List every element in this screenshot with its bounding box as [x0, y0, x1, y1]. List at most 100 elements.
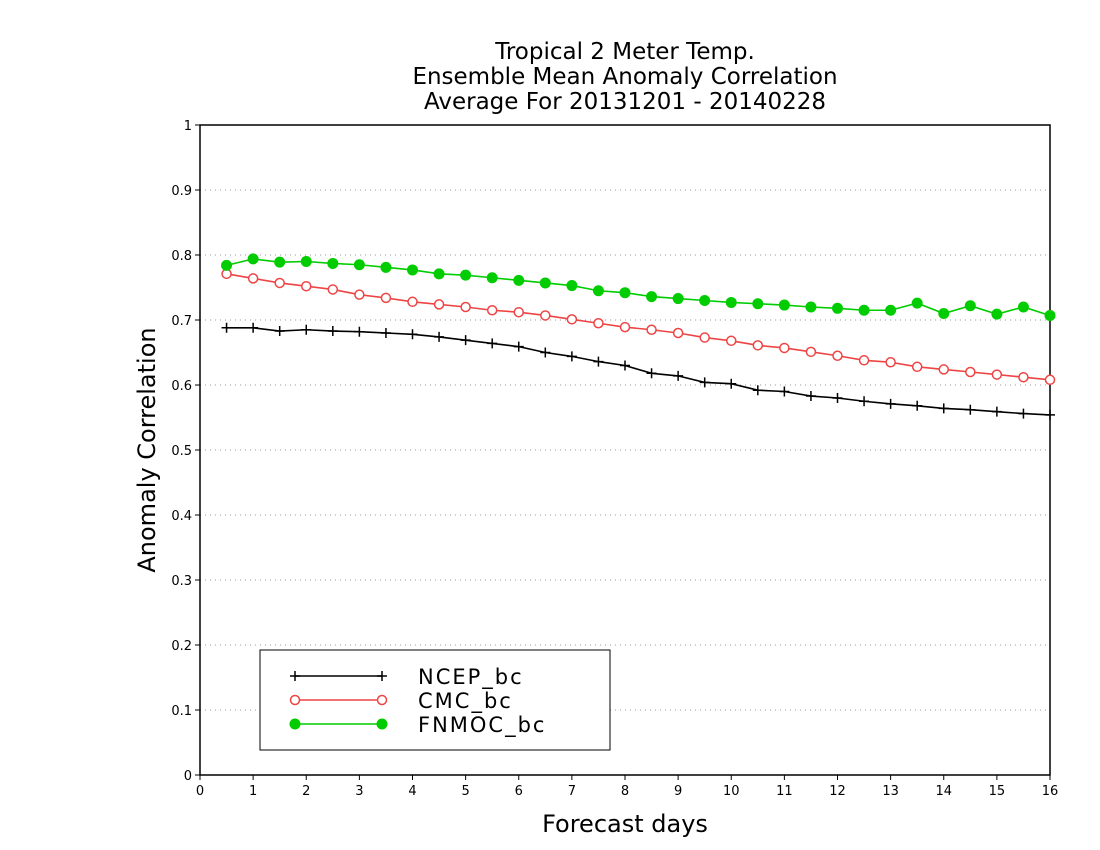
x-tick-label: 11: [776, 784, 793, 799]
legend-label-NCEP_bc: NCEP_bc: [418, 665, 524, 690]
data-point-CMC_bc: [699, 332, 710, 343]
series-line-CMC_bc: [226, 273, 1051, 381]
data-point-CMC_bc: [938, 364, 949, 375]
data-point-NCEP_bc: [965, 404, 976, 415]
data-point-NCEP_bc: [805, 391, 816, 402]
data-point-CMC_bc: [380, 292, 392, 304]
data-point-NCEP_bc: [699, 377, 710, 388]
data-point-CMC_bc: [486, 305, 498, 316]
data-point-NCEP_bc: [434, 331, 445, 342]
data-point-FNMOC_bc: [353, 259, 365, 271]
x-tick-label: 16: [1042, 784, 1059, 799]
data-point-CMC_bc: [672, 327, 684, 339]
data-point-NCEP_bc: [301, 324, 312, 335]
data-point-NCEP_bc: [912, 400, 923, 411]
data-point-CMC_bc: [858, 355, 870, 366]
data-point-CMC_bc: [991, 369, 1003, 380]
data-point-CMC_bc: [274, 277, 285, 289]
legend-marker-NCEP_bc: [290, 671, 300, 681]
data-point-NCEP_bc: [487, 338, 498, 349]
data-point-CMC_bc: [513, 306, 524, 318]
data-point-FNMOC_bc: [460, 269, 472, 281]
grid-lines: [200, 189, 1050, 711]
data-point-NCEP_bc: [380, 328, 391, 338]
x-tick-label: 15: [989, 784, 1006, 799]
data-point-FNMOC_bc: [513, 274, 525, 286]
data-point-FNMOC_bc: [646, 291, 658, 303]
x-tick-label: 14: [935, 784, 952, 799]
data-point-NCEP_bc: [1045, 409, 1055, 420]
data-point-FNMOC_bc: [619, 287, 631, 299]
data-point-CMC_bc: [779, 342, 790, 354]
plot-frame: [199, 124, 1051, 776]
legend-label-FNMOC_bc: FNMOC_bc: [418, 713, 546, 738]
title-line-2: Ensemble Mean Anomaly Correlation: [412, 64, 837, 90]
y-tick-label: 1: [184, 119, 192, 134]
legend-marker-CMC_bc: [289, 694, 301, 706]
x-tick-label: 0: [196, 784, 204, 799]
data-point-CMC_bc: [566, 314, 578, 325]
data-point-CMC_bc: [805, 346, 817, 358]
x-tick-label: 6: [515, 784, 523, 799]
title-line-1: Tropical 2 Meter Temp.: [494, 39, 755, 65]
data-point-NCEP_bc: [991, 406, 1002, 417]
data-point-CMC_bc: [646, 324, 657, 335]
data-point-NCEP_bc: [248, 322, 259, 333]
y-tick-label: 0.7: [171, 314, 192, 329]
data-point-FNMOC_bc: [486, 272, 498, 284]
data-point-FNMOC_bc: [885, 304, 897, 316]
data-point-FNMOC_bc: [832, 302, 843, 314]
data-point-FNMOC_bc: [938, 308, 950, 319]
data-point-FNMOC_bc: [380, 261, 392, 273]
x-tick-label: 13: [882, 784, 899, 799]
data-point-FNMOC_bc: [991, 308, 1003, 320]
y-tick-label: 0.9: [171, 184, 192, 199]
chart-title: Tropical 2 Meter Temp. Ensemble Mean Ano…: [412, 39, 837, 115]
data-point-CMC_bc: [619, 321, 631, 333]
data-point-NCEP_bc: [274, 326, 285, 337]
series-FNMOC_bc: [221, 253, 1056, 321]
data-point-FNMOC_bc: [407, 264, 418, 276]
y-tick-label: 0.6: [171, 379, 192, 394]
data-point-FNMOC_bc: [274, 256, 286, 268]
legend-marker-CMC_bc: [376, 694, 388, 706]
y-tick-label: 0.3: [171, 574, 192, 589]
data-point-FNMOC_bc: [539, 277, 551, 289]
series-layer: [221, 253, 1056, 420]
data-point-FNMOC_bc: [1044, 309, 1056, 321]
data-point-NCEP_bc: [407, 329, 418, 340]
x-tick-label: 5: [461, 784, 469, 799]
x-axis-label: Forecast days: [542, 810, 708, 838]
data-point-CMC_bc: [752, 340, 764, 351]
data-point-NCEP_bc: [513, 341, 524, 352]
data-point-NCEP_bc: [620, 360, 630, 371]
data-point-CMC_bc: [433, 299, 445, 310]
data-point-FNMOC_bc: [221, 259, 233, 271]
x-tick-label: 4: [408, 784, 416, 799]
data-point-CMC_bc: [247, 273, 259, 284]
data-point-FNMOC_bc: [592, 285, 604, 297]
data-point-NCEP_bc: [752, 385, 763, 396]
data-point-NCEP_bc: [354, 326, 365, 337]
data-point-CMC_bc: [911, 361, 923, 373]
data-point-NCEP_bc: [327, 326, 338, 337]
data-point-CMC_bc: [1018, 371, 1029, 383]
data-point-FNMOC_bc: [1017, 301, 1029, 313]
data-point-NCEP_bc: [779, 386, 790, 397]
x-tick-label: 1: [249, 784, 257, 799]
data-point-NCEP_bc: [221, 322, 232, 333]
data-point-CMC_bc: [593, 318, 604, 329]
y-axis-label: Anomaly Correlation: [133, 327, 161, 572]
x-tick-label: 7: [568, 784, 576, 799]
data-point-FNMOC_bc: [433, 268, 445, 280]
data-point-NCEP_bc: [460, 335, 471, 346]
data-point-NCEP_bc: [593, 356, 604, 367]
data-point-FNMOC_bc: [858, 304, 870, 316]
y-tick-label: 0.4: [171, 509, 192, 524]
data-point-NCEP_bc: [885, 398, 896, 409]
data-point-NCEP_bc: [1018, 408, 1029, 419]
data-point-FNMOC_bc: [725, 296, 737, 308]
data-point-NCEP_bc: [646, 368, 657, 379]
title-line-3: Average For 20131201 - 20140228: [424, 89, 826, 115]
